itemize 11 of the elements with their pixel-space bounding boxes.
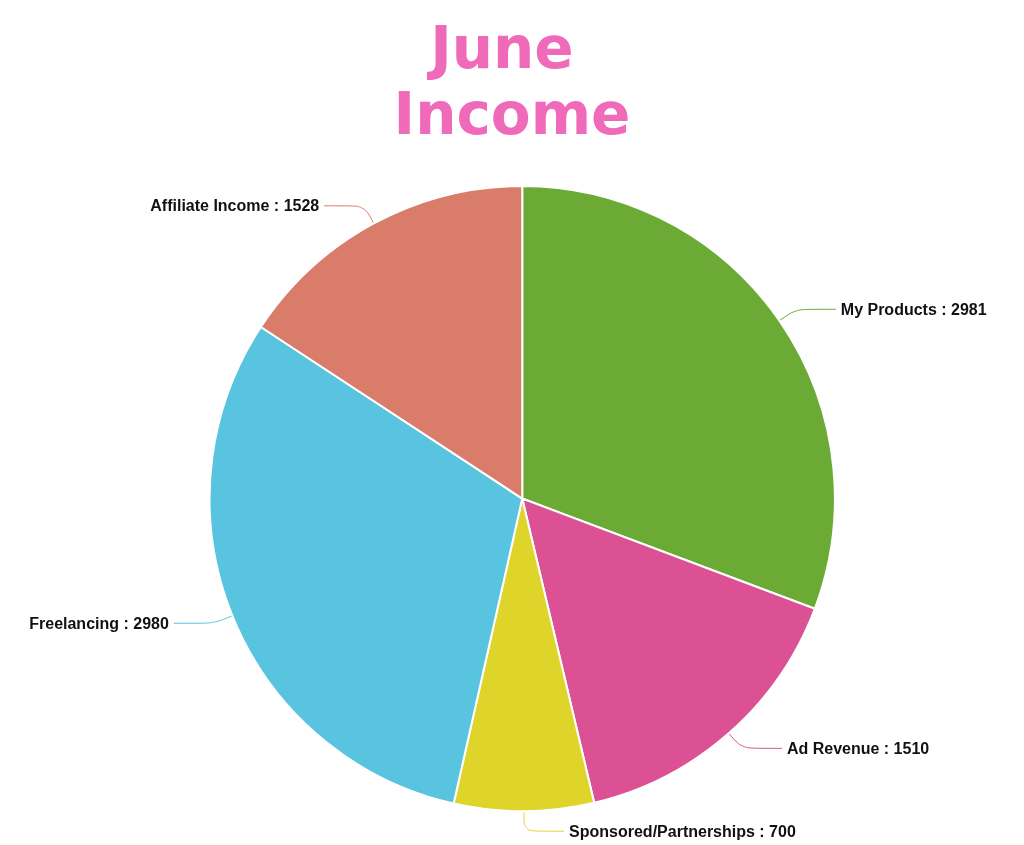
data-label: : 1528 [273, 197, 320, 215]
slice-label: Sponsored/Partnerships [569, 822, 755, 840]
data-label: : 2980 [123, 614, 169, 632]
slice-label: Affiliate Income [150, 197, 270, 215]
slice-label: My Products [840, 300, 937, 318]
slice-label: Ad Revenue [786, 739, 880, 757]
slice-label: Freelancing [29, 614, 120, 632]
data-label: : 2981 [941, 300, 987, 318]
data-label: : 1510 [883, 739, 930, 757]
chart-title: June Income [393, 14, 631, 148]
data-label: : 700 [759, 822, 796, 840]
